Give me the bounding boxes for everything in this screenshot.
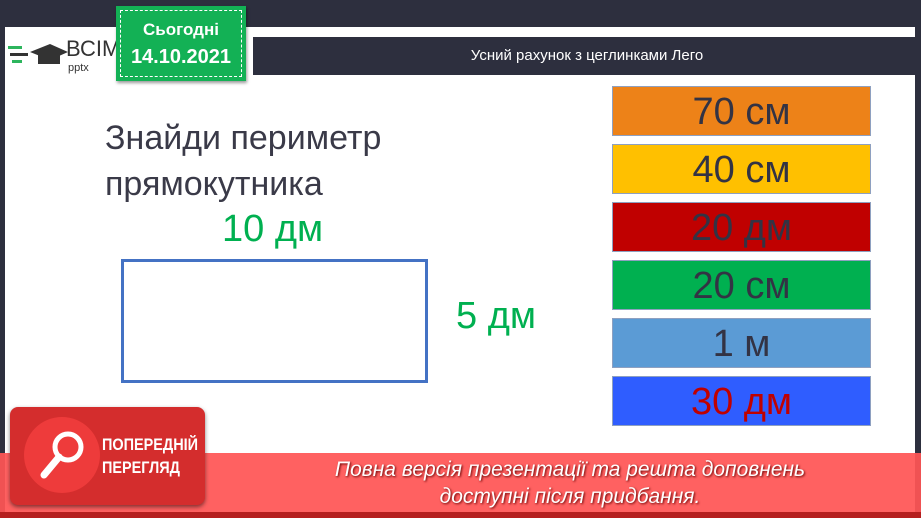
magnifier-icon	[40, 431, 84, 479]
date-label: Сьогодні	[143, 20, 219, 39]
answer-block[interactable]: 20 см	[612, 260, 871, 310]
task-text: Знайди периметр прямокутника	[105, 115, 381, 207]
graduation-cap-logo-icon	[8, 44, 68, 64]
preview-message-line-1: Повна версія презентації та решта доповн…	[334, 458, 806, 481]
answer-block[interactable]: 1 м	[612, 318, 871, 368]
logo-text: ВСІМ	[66, 36, 121, 61]
preview-badge: ПОПЕРЕДНІЙ ПЕРЕГЛЯД	[10, 407, 205, 505]
bottom-bar	[0, 512, 921, 518]
answer-block[interactable]: 30 дм	[612, 376, 871, 426]
task-line-2: прямокутника	[105, 165, 323, 203]
date-value: 14.10.2021	[130, 46, 232, 68]
rectangle-shape	[121, 259, 428, 383]
preview-message-line-2: доступні після придбання.	[439, 485, 701, 508]
preview-badge-text: ПОПЕРЕДНІЙ ПЕРЕГЛЯД	[102, 433, 198, 479]
answer-block[interactable]: 20 дм	[612, 202, 871, 252]
circle	[24, 417, 100, 493]
slide-title: Усний рахунок з цеглинками Лего	[253, 37, 921, 75]
badge-line-2: ПЕРЕГЛЯД	[102, 458, 180, 477]
answer-block[interactable]: 70 см	[612, 86, 871, 136]
date-badge: Сьогодні 14.10.2021	[116, 6, 246, 81]
rectangle-width-label: 10 дм	[222, 208, 324, 250]
task-line-1: Знайди периметр	[105, 119, 382, 157]
rectangle-height-label: 5 дм	[456, 295, 536, 337]
preview-message: Повна версія презентації та решта доповн…	[250, 456, 890, 510]
answer-block[interactable]: 40 см	[612, 144, 871, 194]
badge-line-1: ПОПЕРЕДНІЙ	[102, 435, 199, 454]
logo-subtext: pptx	[68, 62, 89, 74]
